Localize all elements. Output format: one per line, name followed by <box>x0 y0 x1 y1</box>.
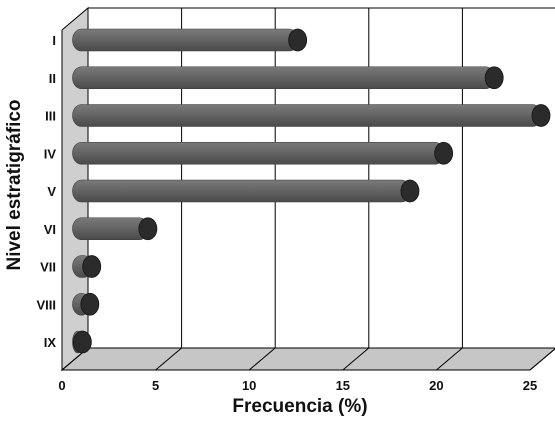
x-tick-label: 25 <box>523 378 537 393</box>
floor-gridline <box>155 347 182 371</box>
floor-gridline <box>248 347 276 371</box>
bar-cap <box>72 330 92 354</box>
floor-gridline <box>436 347 463 371</box>
bar-cap <box>82 255 102 278</box>
bar-cap <box>80 292 100 316</box>
bars <box>72 28 551 354</box>
bar <box>72 141 445 165</box>
bar <box>72 104 542 127</box>
bar-cap <box>138 217 158 241</box>
bar <box>72 217 149 241</box>
bar-cap <box>434 141 454 165</box>
bar-cap <box>531 104 551 127</box>
chart-walls <box>60 6 555 372</box>
x-tick-label: 0 <box>58 378 65 393</box>
bar-cap <box>288 28 308 52</box>
bar <box>72 28 299 52</box>
y-axis-title: Nivel estratigráfico <box>4 99 25 270</box>
x-tick-labels: 0 5 10 15 20 25 <box>58 378 537 393</box>
floor-gridline <box>529 348 555 371</box>
x-tick-label: 5 <box>152 378 159 393</box>
bar <box>72 179 411 203</box>
y-tick-label: IX <box>44 335 57 350</box>
x-axis-title: Frecuencia (%) <box>232 396 367 417</box>
y-tick-label: IV <box>44 146 57 161</box>
y-tick-label: VIII <box>36 297 56 312</box>
y-tick-label: VII <box>40 260 56 275</box>
bar-cap <box>400 179 420 203</box>
y-tick-label: V <box>47 184 56 199</box>
bar-cap <box>484 66 504 90</box>
y-tick-label: II <box>49 71 56 86</box>
x-tick-label: 10 <box>242 378 256 393</box>
x-tick-label: 20 <box>429 378 443 393</box>
floor <box>60 347 555 371</box>
gridlines <box>61 8 555 371</box>
x-tick-label: 15 <box>336 378 350 393</box>
bar <box>72 66 496 90</box>
y-tick-label: III <box>45 109 56 124</box>
y-tick-label: VI <box>44 222 56 237</box>
y-tick-label: I <box>52 33 56 48</box>
floor-gridline <box>342 347 370 371</box>
